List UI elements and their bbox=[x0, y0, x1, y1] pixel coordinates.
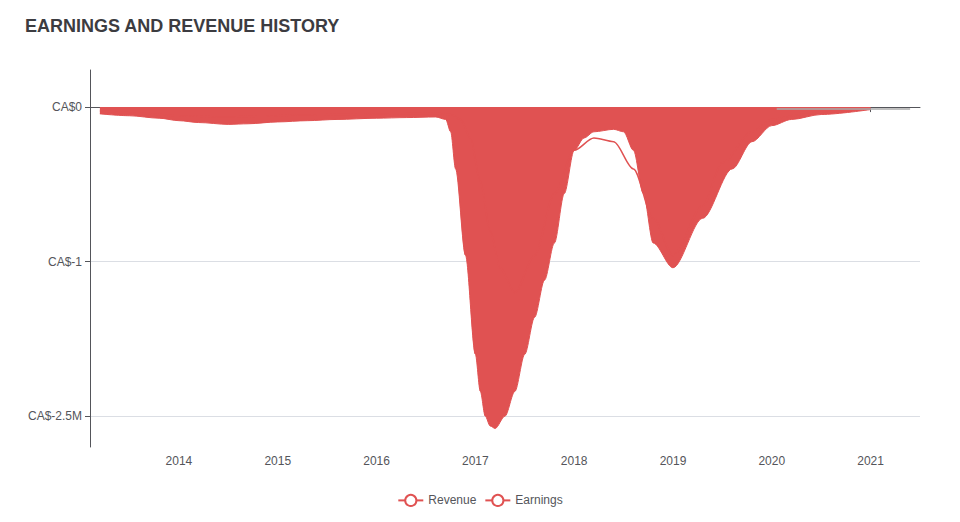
svg-text:2020: 2020 bbox=[758, 454, 785, 468]
svg-text:Earnings: Earnings bbox=[515, 493, 562, 507]
svg-text:2018: 2018 bbox=[561, 454, 588, 468]
svg-text:2014: 2014 bbox=[166, 454, 193, 468]
svg-text:2021: 2021 bbox=[857, 454, 884, 468]
svg-text:2017: 2017 bbox=[462, 454, 489, 468]
svg-text:CA$0: CA$0 bbox=[52, 100, 82, 114]
svg-text:CA$-1: CA$-1 bbox=[48, 255, 82, 269]
svg-text:2015: 2015 bbox=[264, 454, 291, 468]
svg-text:2016: 2016 bbox=[363, 454, 390, 468]
svg-text:2019: 2019 bbox=[660, 454, 687, 468]
svg-text:CA$-2.5M: CA$-2.5M bbox=[28, 409, 82, 423]
svg-text:Revenue: Revenue bbox=[428, 493, 476, 507]
svg-text:EARNINGS AND REVENUE HISTORY: EARNINGS AND REVENUE HISTORY bbox=[25, 16, 339, 36]
